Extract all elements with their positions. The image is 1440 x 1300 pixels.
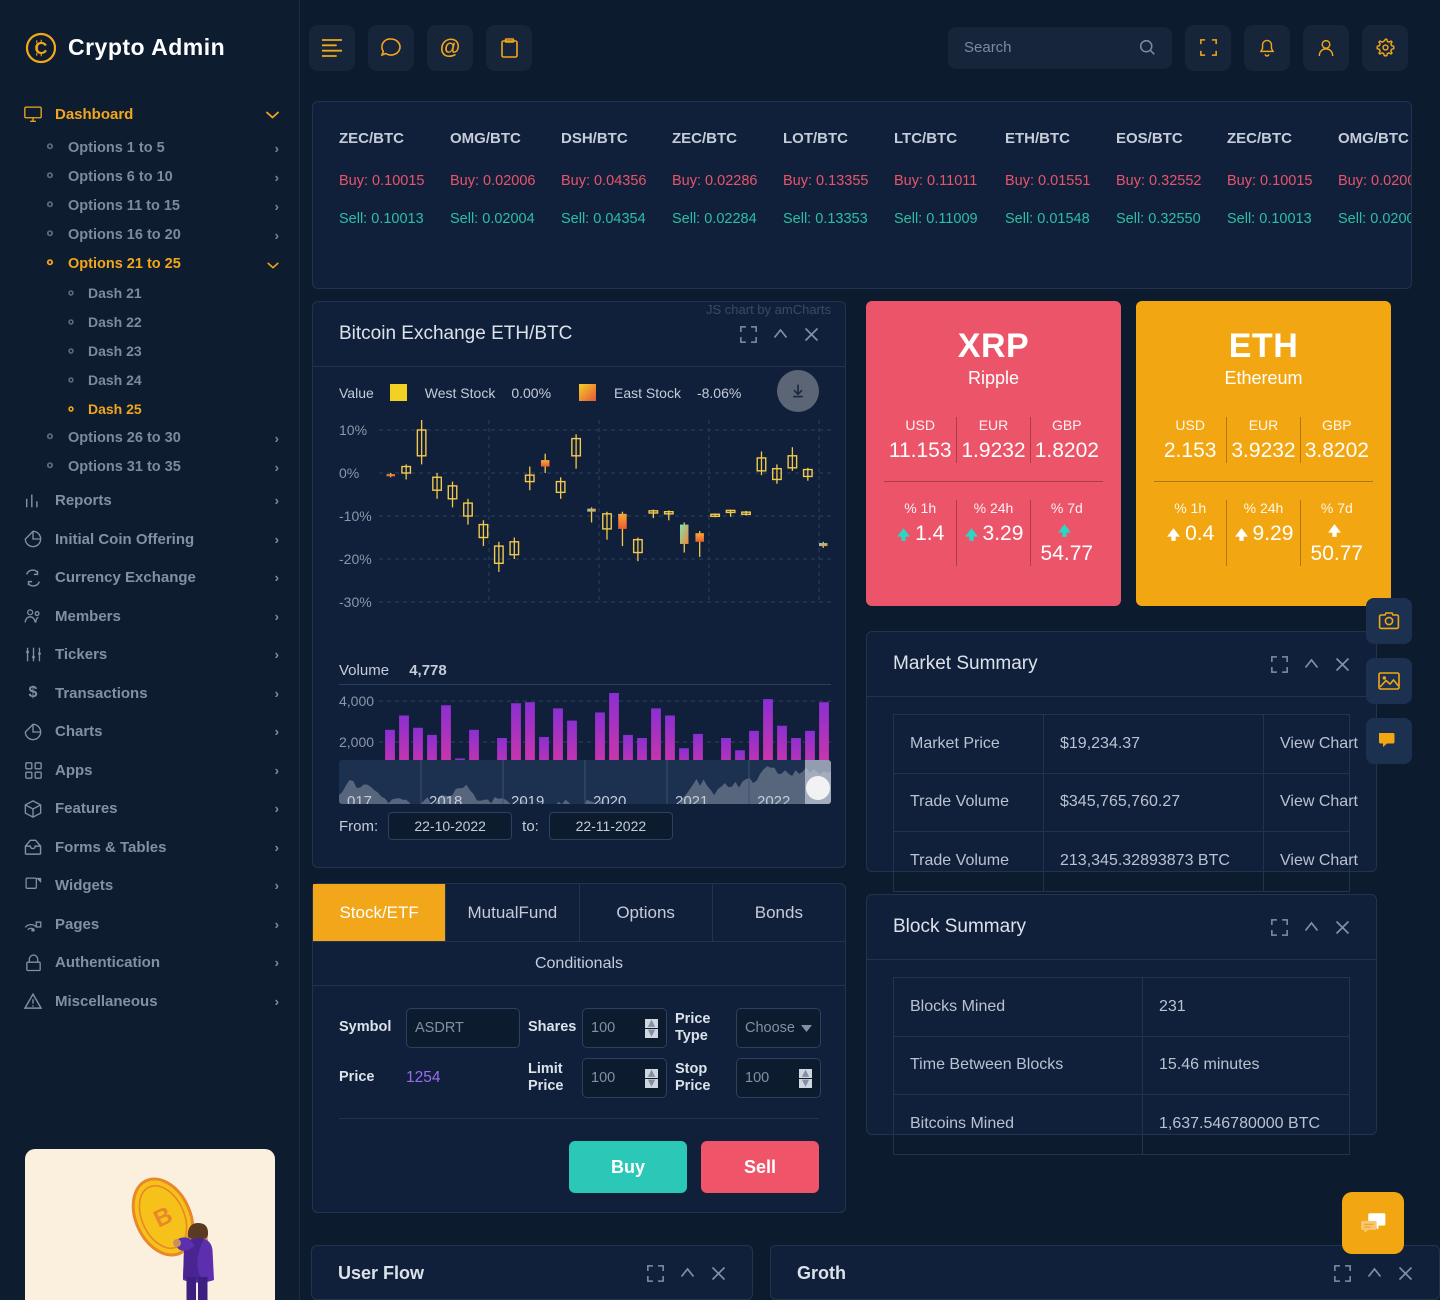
svg-text:2018: 2018 [429, 793, 462, 804]
svg-text:10%: 10% [339, 422, 367, 438]
svg-text:2019: 2019 [511, 793, 544, 804]
svg-text:4,000: 4,000 [339, 693, 374, 709]
svg-text:2020: 2020 [593, 793, 626, 804]
svg-text:-30%: -30% [339, 594, 372, 610]
svg-text:017: 017 [347, 793, 372, 804]
svg-text:2022: 2022 [757, 793, 790, 804]
svg-text:2021: 2021 [675, 793, 708, 804]
svg-text:-20%: -20% [339, 551, 372, 567]
svg-text:2,000: 2,000 [339, 734, 374, 750]
svg-text:-10%: -10% [339, 508, 372, 524]
svg-text:0%: 0% [339, 465, 359, 481]
